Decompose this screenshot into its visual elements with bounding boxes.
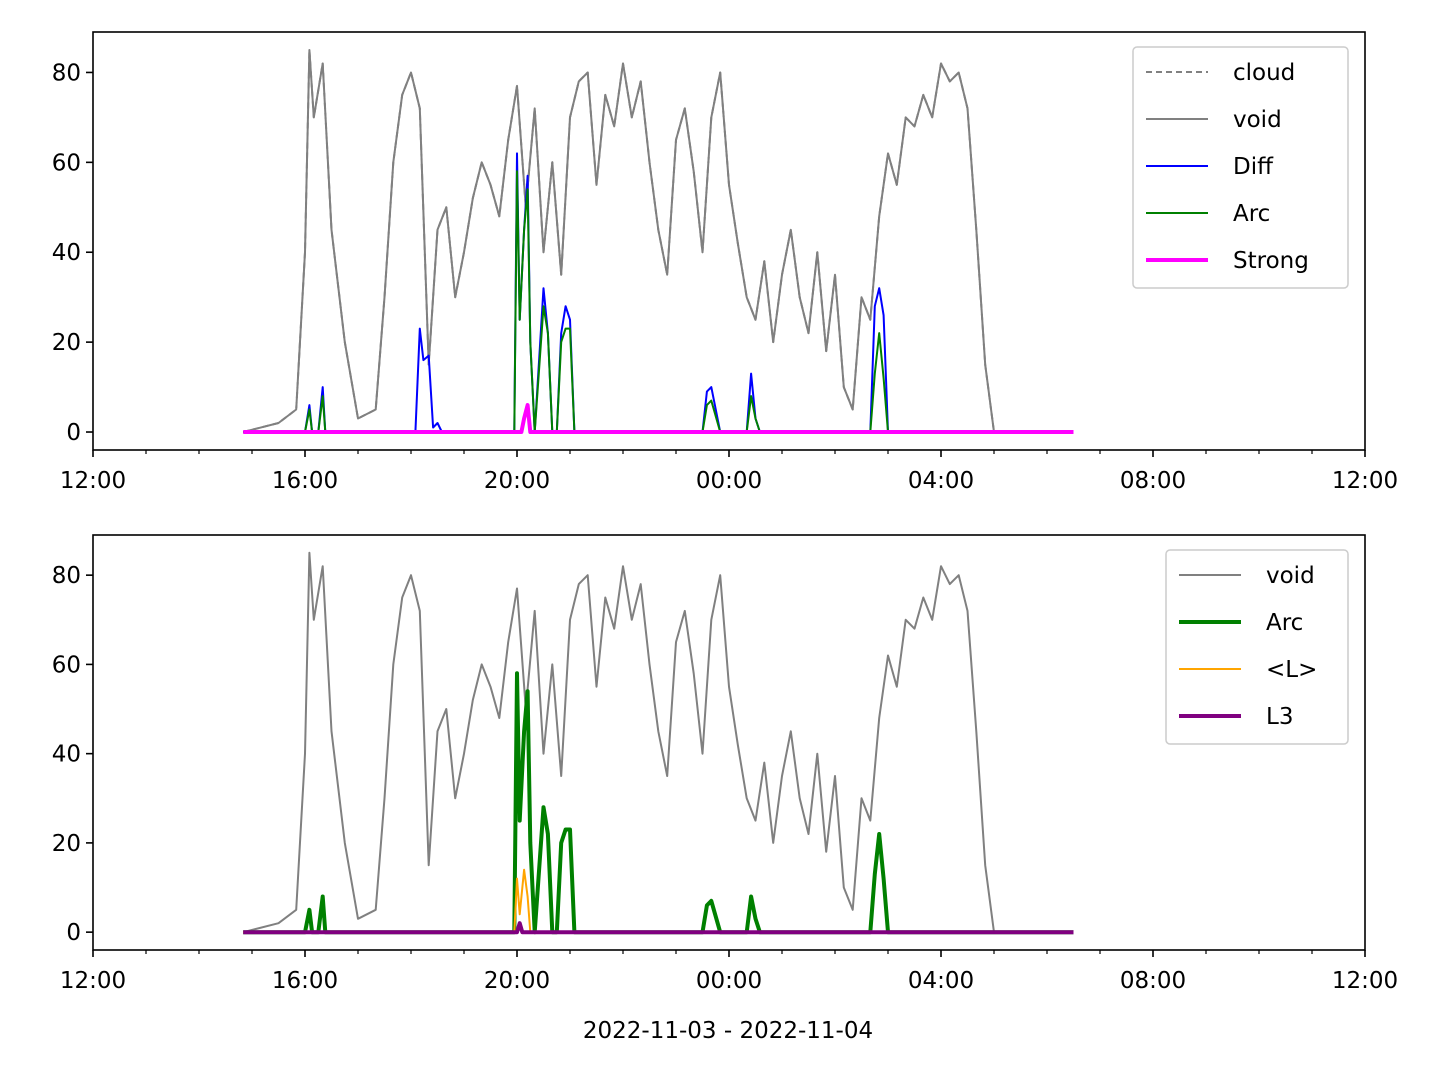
legend-label-strong: Strong <box>1233 248 1309 274</box>
y-tick-label: 40 <box>52 240 81 266</box>
x-tick-label: 00:00 <box>696 968 762 994</box>
series-line-void <box>242 49 1074 433</box>
x-tick-label: 16:00 <box>272 968 338 994</box>
legend-label-cloud: cloud <box>1233 60 1295 86</box>
legend-label-arc: Arc <box>1266 610 1303 636</box>
x-tick-label: 20:00 <box>484 468 550 494</box>
x-tick-label: 12:00 <box>1332 968 1398 994</box>
y-tick-label: 20 <box>52 330 81 356</box>
legend: cloud void Diff Arc Strong <box>1132 46 1349 289</box>
x-tick-label: 00:00 <box>696 468 762 494</box>
series-group <box>242 49 1074 434</box>
x-tick-label: 12:00 <box>1332 468 1398 494</box>
y-tick-label: 80 <box>52 563 81 589</box>
legend-box <box>1165 549 1349 745</box>
series-group <box>242 551 1074 935</box>
y-tick-label: 0 <box>66 920 81 946</box>
y-tick-label: 60 <box>52 150 81 176</box>
x-tick-label: 08:00 <box>1120 968 1186 994</box>
x-tick-label: 08:00 <box>1120 468 1186 494</box>
legend-label-void: void <box>1233 107 1282 133</box>
series-line-void <box>242 551 1074 934</box>
series-line-l3 <box>243 921 1074 935</box>
x-axis-label: 2022-11-03 - 2022-11-04 <box>583 1018 873 1044</box>
top-chart: 0 20 40 60 80 12:00 16:00 20:00 00:00 04:00 08:00 1… <box>52 31 1398 494</box>
legend-label-diff: Diff <box>1233 154 1274 180</box>
x-tick-label: 12:00 <box>60 968 126 994</box>
x-tick-label: 16:00 <box>272 468 338 494</box>
legend-label-l3: L3 <box>1266 704 1293 730</box>
y-tick-label: 80 <box>52 60 81 86</box>
y-tick-label: 40 <box>52 742 81 768</box>
y-tick-label: 60 <box>52 652 81 678</box>
y-tick-label: 20 <box>52 831 81 857</box>
legend-label-arc: Arc <box>1233 201 1270 227</box>
y-tick-label: 0 <box>66 420 81 446</box>
x-tick-label: 04:00 <box>908 468 974 494</box>
legend: void Arc <L> L3 <box>1165 549 1349 745</box>
x-tick-label: 20:00 <box>484 968 550 994</box>
series-line-strong <box>243 403 1074 434</box>
bottom-chart: 0 20 40 60 80 12:00 16:00 20:00 00:00 04:00 08:00 1… <box>52 534 1398 994</box>
x-tick-label: 12:00 <box>60 468 126 494</box>
legend-label-l: <L> <box>1266 657 1317 683</box>
legend-label-void: void <box>1266 563 1315 589</box>
x-tick-label: 04:00 <box>908 968 974 994</box>
legend-box <box>1132 46 1349 289</box>
series-line-l <box>243 868 1074 934</box>
